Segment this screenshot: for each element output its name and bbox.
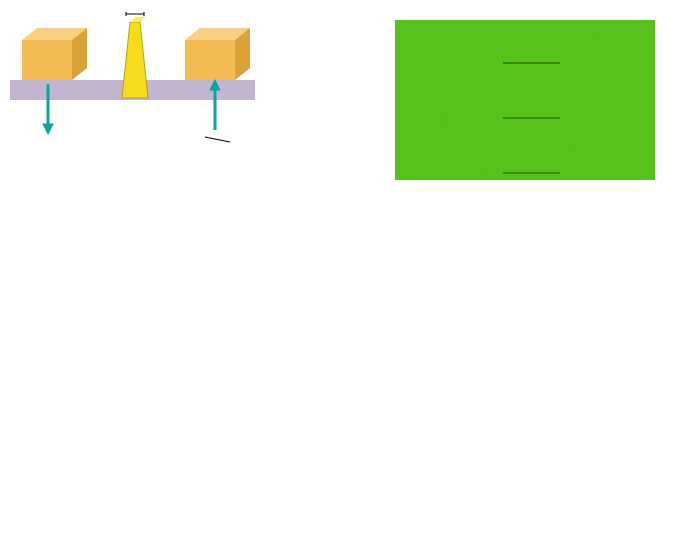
ohmic-contact-right	[185, 28, 250, 80]
gate	[122, 17, 148, 98]
chart-current-voltage-right	[370, 290, 680, 515]
device-schematic	[0, 0, 265, 240]
chart-current-voltage-left	[20, 290, 340, 515]
ohmic-contact-left	[22, 28, 87, 80]
device-micrograph	[395, 20, 655, 180]
